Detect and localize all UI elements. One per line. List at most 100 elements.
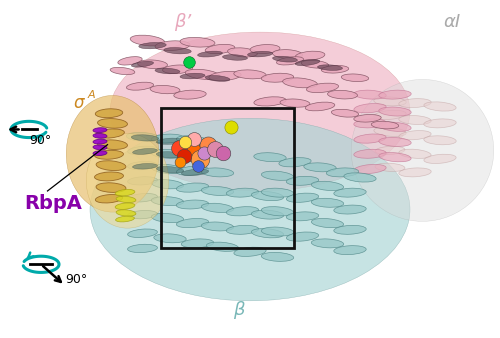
- Ellipse shape: [262, 227, 294, 236]
- Ellipse shape: [374, 127, 406, 137]
- Ellipse shape: [93, 145, 107, 150]
- Ellipse shape: [180, 38, 215, 47]
- Ellipse shape: [379, 122, 411, 131]
- Ellipse shape: [128, 162, 158, 170]
- Ellipse shape: [342, 74, 368, 81]
- Ellipse shape: [96, 161, 126, 170]
- Ellipse shape: [152, 149, 184, 158]
- Ellipse shape: [334, 246, 366, 255]
- Ellipse shape: [318, 65, 342, 70]
- Ellipse shape: [115, 189, 135, 196]
- Ellipse shape: [282, 78, 318, 88]
- Ellipse shape: [295, 59, 320, 66]
- Ellipse shape: [93, 139, 107, 144]
- Ellipse shape: [375, 146, 405, 154]
- Ellipse shape: [182, 141, 208, 148]
- Point: [227, 124, 235, 129]
- Ellipse shape: [399, 116, 431, 124]
- Ellipse shape: [126, 132, 158, 141]
- Ellipse shape: [205, 75, 230, 81]
- Ellipse shape: [286, 232, 318, 241]
- Point: [190, 136, 198, 141]
- Ellipse shape: [328, 90, 358, 99]
- Ellipse shape: [132, 135, 158, 141]
- Ellipse shape: [399, 168, 431, 177]
- Ellipse shape: [354, 134, 386, 143]
- Ellipse shape: [152, 134, 184, 143]
- Ellipse shape: [312, 239, 344, 248]
- Ellipse shape: [248, 51, 272, 57]
- Ellipse shape: [116, 196, 136, 202]
- Ellipse shape: [351, 79, 494, 221]
- Ellipse shape: [164, 48, 191, 54]
- Ellipse shape: [226, 188, 258, 197]
- Ellipse shape: [202, 203, 234, 213]
- Point: [194, 163, 202, 168]
- Ellipse shape: [312, 181, 344, 191]
- Ellipse shape: [154, 234, 186, 243]
- Ellipse shape: [344, 173, 376, 182]
- Ellipse shape: [372, 121, 398, 129]
- Ellipse shape: [152, 179, 184, 189]
- Ellipse shape: [305, 102, 335, 111]
- Ellipse shape: [379, 152, 411, 162]
- Ellipse shape: [399, 149, 431, 159]
- Ellipse shape: [93, 151, 107, 155]
- Text: A: A: [88, 90, 96, 100]
- Ellipse shape: [116, 216, 134, 222]
- Ellipse shape: [182, 239, 214, 248]
- Point: [180, 153, 188, 159]
- Ellipse shape: [354, 90, 386, 99]
- Text: σ: σ: [74, 94, 84, 112]
- Ellipse shape: [322, 66, 348, 73]
- Ellipse shape: [374, 110, 406, 120]
- Point: [185, 148, 193, 153]
- Ellipse shape: [128, 244, 158, 252]
- Ellipse shape: [262, 171, 294, 180]
- Ellipse shape: [254, 97, 286, 106]
- Ellipse shape: [176, 200, 208, 209]
- Ellipse shape: [162, 65, 192, 74]
- Ellipse shape: [254, 153, 286, 162]
- Ellipse shape: [424, 136, 456, 145]
- Ellipse shape: [276, 57, 303, 65]
- Ellipse shape: [312, 198, 344, 207]
- Ellipse shape: [379, 107, 411, 116]
- Ellipse shape: [128, 177, 158, 185]
- Ellipse shape: [174, 90, 206, 99]
- Ellipse shape: [262, 252, 294, 261]
- Ellipse shape: [96, 129, 124, 138]
- Ellipse shape: [96, 109, 122, 118]
- Point: [204, 142, 212, 147]
- Ellipse shape: [399, 130, 431, 140]
- Ellipse shape: [334, 225, 366, 234]
- Ellipse shape: [250, 45, 280, 53]
- Ellipse shape: [272, 56, 297, 62]
- Ellipse shape: [93, 134, 107, 138]
- Ellipse shape: [399, 99, 431, 107]
- Ellipse shape: [150, 86, 180, 94]
- Ellipse shape: [132, 61, 154, 67]
- Ellipse shape: [424, 119, 456, 128]
- Point: [175, 145, 183, 151]
- Point: [181, 139, 189, 145]
- Ellipse shape: [152, 197, 184, 206]
- Ellipse shape: [156, 152, 184, 158]
- Ellipse shape: [206, 242, 238, 251]
- Ellipse shape: [354, 149, 386, 158]
- Text: 90°: 90°: [65, 273, 88, 286]
- Ellipse shape: [93, 128, 107, 132]
- Ellipse shape: [209, 71, 241, 81]
- Ellipse shape: [94, 172, 124, 181]
- Text: β: β: [233, 301, 245, 319]
- Ellipse shape: [176, 166, 208, 175]
- Ellipse shape: [306, 83, 338, 93]
- Ellipse shape: [90, 118, 410, 301]
- Ellipse shape: [286, 176, 318, 185]
- Ellipse shape: [334, 188, 366, 197]
- Ellipse shape: [379, 138, 411, 146]
- Ellipse shape: [198, 51, 222, 57]
- Ellipse shape: [424, 102, 456, 111]
- Ellipse shape: [334, 205, 366, 214]
- Ellipse shape: [234, 70, 266, 79]
